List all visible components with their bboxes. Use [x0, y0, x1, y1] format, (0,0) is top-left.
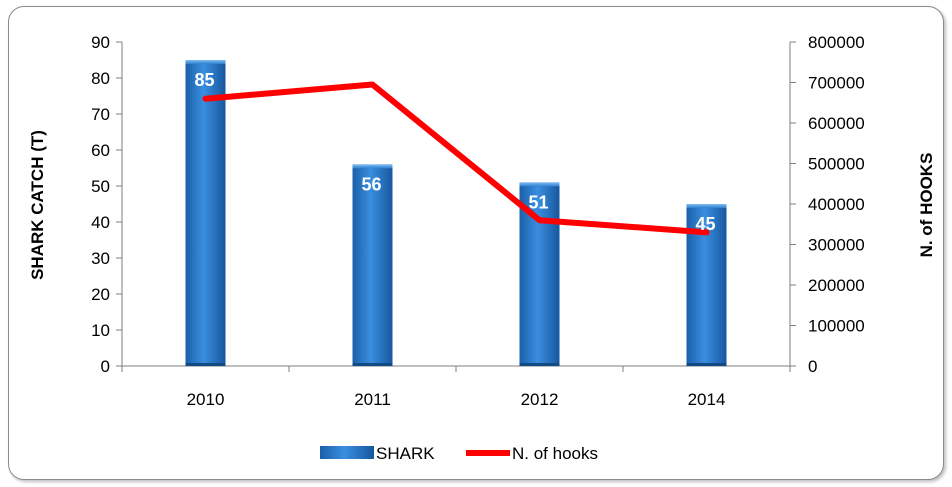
bar-body — [352, 164, 393, 366]
left-tick-label: 30 — [91, 249, 110, 268]
x-tick-label: 2011 — [354, 390, 391, 409]
line-layer — [202, 81, 710, 236]
bar-base — [352, 363, 393, 366]
right-tick-label: 500000 — [808, 155, 865, 174]
left-tick-label: 10 — [91, 321, 110, 340]
bar-data-label: 56 — [361, 174, 381, 194]
right-tick-label: 200000 — [808, 276, 865, 295]
bars — [185, 60, 727, 366]
bar-shark — [352, 164, 393, 366]
legend-swatch-shark — [320, 446, 374, 459]
bar-base — [686, 363, 727, 366]
right-tick-label: 400000 — [808, 195, 865, 214]
bar-base — [185, 363, 226, 366]
left-tick-label: 0 — [101, 357, 110, 376]
bar-base — [519, 363, 560, 366]
right-tick-label: 300000 — [808, 236, 865, 255]
legend: SHARK N. of hooks — [320, 444, 598, 463]
bar-shark — [185, 60, 226, 366]
right-tick-label: 100000 — [808, 317, 865, 336]
bar-body — [185, 60, 226, 366]
left-tick-label: 80 — [91, 69, 110, 88]
right-tick-label: 600000 — [808, 114, 865, 133]
chart-frame — [8, 6, 944, 480]
left-tick-label: 60 — [91, 141, 110, 160]
bar-top — [352, 164, 393, 169]
right-tick-label: 700000 — [808, 74, 865, 93]
x-tick-label: 2014 — [688, 390, 726, 409]
x-tick-label: 2012 — [521, 390, 559, 409]
legend-label-shark: SHARK — [376, 444, 435, 463]
bar-top — [185, 60, 226, 64]
x-ticks: 2010 2011 2012 2014 — [121, 366, 791, 409]
bar-data-label: 85 — [194, 70, 214, 90]
x-tick-label: 2010 — [187, 390, 225, 409]
right-axis-title: N. of HOOKS — [917, 153, 936, 258]
legend-label-hooks: N. of hooks — [512, 444, 598, 463]
bar-data-label: 45 — [695, 214, 715, 234]
hooks-line — [202, 81, 710, 236]
left-tick-label: 90 — [91, 33, 110, 52]
left-tick-label: 40 — [91, 213, 110, 232]
left-tick-label: 70 — [91, 105, 110, 124]
bar-top — [686, 204, 727, 208]
right-ticks: 0 100000 200000 300000 400000 500000 600000 700… — [790, 33, 865, 376]
bar-top — [519, 182, 560, 187]
right-tick-label: 800000 — [808, 33, 865, 52]
left-tick-label: 20 — [91, 285, 110, 304]
left-tick-label: 50 — [91, 177, 110, 196]
bar-data-label: 51 — [528, 192, 548, 212]
left-ticks: 0 10 20 30 40 50 60 70 80 90 — [91, 33, 122, 376]
right-tick-label: 0 — [808, 357, 817, 376]
left-axis-title: SHARK CATCH (T) — [28, 130, 47, 280]
data-labels: 85 56 51 45 — [194, 70, 715, 234]
